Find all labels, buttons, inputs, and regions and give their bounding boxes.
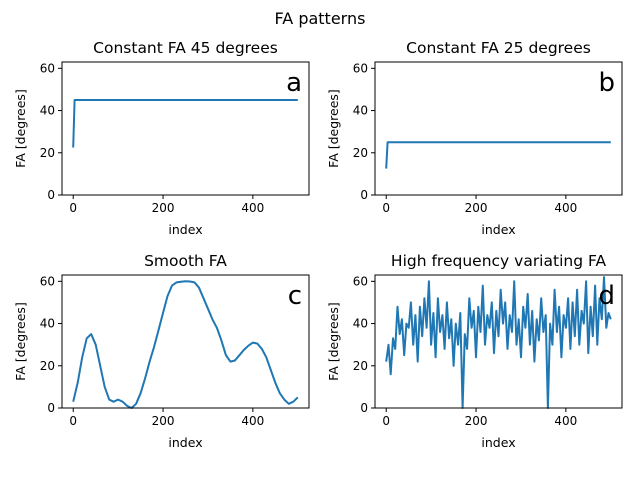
y-tick-label: 0 xyxy=(360,401,368,415)
y-tick-label: 20 xyxy=(353,146,368,160)
axes-frame xyxy=(374,61,623,196)
series-line xyxy=(72,99,298,148)
y-tick-label: 0 xyxy=(47,188,55,202)
axes-frame xyxy=(374,274,623,409)
subplot-title: Constant FA 45 degrees xyxy=(93,39,278,57)
x-tick-label: 0 xyxy=(69,201,77,215)
x-axis-label: index xyxy=(481,435,515,450)
series-line xyxy=(385,141,611,169)
y-tick-label: 0 xyxy=(360,188,368,202)
subplot-title: High frequency variating FA xyxy=(391,252,607,270)
y-tick-label: 40 xyxy=(353,317,368,331)
panel-letter: d xyxy=(598,281,615,311)
subplot-b: 0 200 400 0 20 40 60 Constant FA 25 degrees inde… xyxy=(326,39,623,237)
axes-frame xyxy=(61,61,310,196)
y-tick-label: 20 xyxy=(40,146,55,160)
y-axis-label: FA [degrees] xyxy=(326,89,341,168)
x-tick-label: 0 xyxy=(382,414,390,428)
x-tick-label: 200 xyxy=(465,201,488,215)
x-tick-label: 0 xyxy=(69,414,77,428)
panel-letter: b xyxy=(598,68,615,98)
x-axis-label: index xyxy=(168,222,202,237)
panel-letter: c xyxy=(288,281,302,311)
subplot-d: 0 200 400 0 20 40 60 High frequency variating F… xyxy=(326,252,623,450)
subplot-c: 0 200 400 0 20 40 60 Smooth FA index FA [degrees]… xyxy=(13,252,310,450)
y-tick-label: 20 xyxy=(40,359,55,373)
y-tick-label: 60 xyxy=(353,274,368,288)
y-tick-label: 60 xyxy=(40,274,55,288)
panel-letter: a xyxy=(286,68,302,98)
subplot-a: 0 200 400 0 20 40 60 Constant FA 45 degrees inde… xyxy=(13,39,310,237)
x-tick-label: 200 xyxy=(152,201,175,215)
series-line xyxy=(385,276,612,409)
series-line xyxy=(72,280,299,409)
x-tick-label: 400 xyxy=(241,414,264,428)
axes-frame xyxy=(61,274,310,409)
x-tick-label: 400 xyxy=(554,201,577,215)
y-tick-label: 40 xyxy=(40,104,55,118)
y-axis-label: FA [degrees] xyxy=(13,302,28,381)
x-axis-label: index xyxy=(168,435,202,450)
y-tick-label: 20 xyxy=(353,359,368,373)
y-tick-label: 40 xyxy=(40,317,55,331)
x-tick-label: 200 xyxy=(465,414,488,428)
x-axis-label: index xyxy=(481,222,515,237)
y-axis-label: FA [degrees] xyxy=(326,302,341,381)
y-tick-label: 60 xyxy=(40,61,55,75)
y-tick-label: 40 xyxy=(353,104,368,118)
subplot-title: Smooth FA xyxy=(144,252,227,270)
y-axis-label: FA [degrees] xyxy=(13,89,28,168)
x-tick-label: 0 xyxy=(382,201,390,215)
figure-suptitle: FA patterns xyxy=(275,9,366,28)
x-tick-label: 400 xyxy=(554,414,577,428)
y-tick-label: 0 xyxy=(47,401,55,415)
x-tick-label: 200 xyxy=(152,414,175,428)
subplot-title: Constant FA 25 degrees xyxy=(406,39,591,57)
x-tick-label: 400 xyxy=(241,201,264,215)
y-tick-label: 60 xyxy=(353,61,368,75)
